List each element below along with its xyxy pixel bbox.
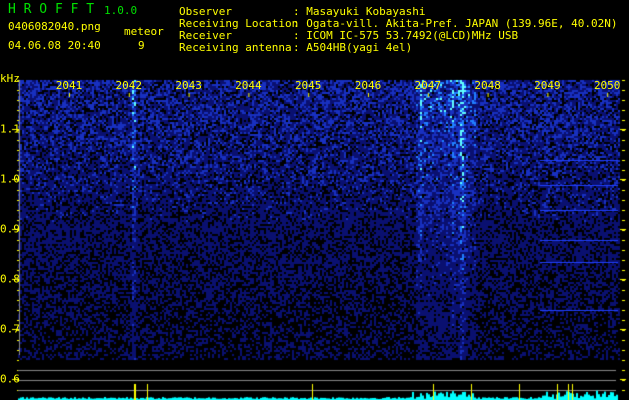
file-datetime: 04.06.08 20:40 [8,39,101,52]
unit-label: kHz [0,72,20,85]
x-tick-label: 2047 [414,79,442,92]
x-tick-label: 2049 [534,79,561,92]
app-version: 1.0.0 [104,4,138,17]
app-title: H R O F F T [8,2,95,17]
info-receiver-label: Receiver [179,29,232,42]
file-name: 0406082040.png [8,20,101,33]
x-tick-label: 2044 [235,79,262,92]
info-location-label: Receiving Location [179,17,299,30]
y-tick-label: 0.9 [0,222,20,236]
y-tick-label: 1.1 [0,122,20,136]
y-tick-label: 0.8 [0,272,20,286]
info-observer-value: : Masayuki Kobayashi [293,5,426,18]
y-tick-label: 0.7 [0,322,20,336]
info-observer-label: Observer [179,5,232,18]
info-location-value: : Ogata-vill. Akita-Pref. JAPAN (139.96E… [293,17,618,30]
x-tick-label: 2045 [294,79,322,92]
x-tick-label: 2043 [175,79,202,92]
meteor-label: meteor [124,25,164,38]
x-tick-label: 2042 [115,79,143,92]
info-receiver-value: : ICOM IC-575 53.7492(@LCD)MHz USB [293,29,519,42]
x-tick-label: 2050 [593,79,621,92]
x-tick-label: 2046 [354,79,382,92]
x-tick-label: 2041 [55,79,83,92]
info-antenna-label: Receiving antenna [179,41,292,54]
meteor-count: 9 [138,39,145,52]
x-tick-label: 2048 [474,79,501,92]
info-antenna-value: : A504HB(yagi 4el) [293,41,413,54]
y-tick-label: 1.0 [0,172,20,186]
y-tick-label: 0.6 [0,372,20,386]
